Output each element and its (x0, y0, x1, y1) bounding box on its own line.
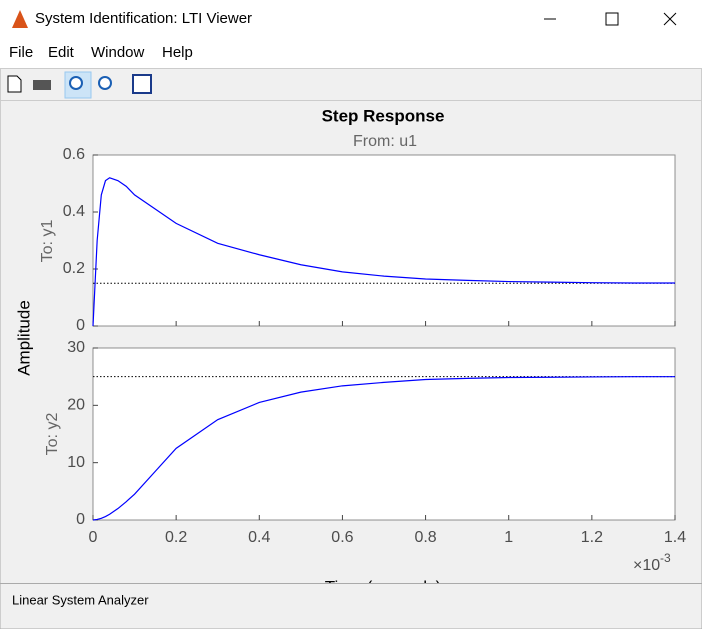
y-tick-label: 30 (67, 339, 85, 356)
x-tick-label: 0.8 (414, 529, 436, 546)
x-exponent: -3 (660, 551, 671, 565)
x-multiplier: ×10 (633, 557, 660, 574)
status-text: Linear System Analyzer (12, 592, 149, 607)
title-bar (0, 0, 702, 38)
menu-bar (0, 38, 702, 68)
response-line (92, 376, 675, 521)
app-icon (12, 10, 28, 28)
x-tick-label: 0.4 (248, 529, 270, 546)
y-tick-label: 20 (67, 397, 85, 414)
y-tick-label: 0.6 (63, 146, 85, 163)
menu-item[interactable]: Help (162, 44, 193, 61)
axes (92, 347, 676, 521)
y-tick-label: 10 (67, 454, 85, 471)
chart-title: Step Response (322, 106, 445, 125)
legend-icon[interactable] (132, 74, 152, 94)
close-button[interactable] (663, 12, 677, 26)
y-tick-label: 0 (76, 511, 85, 528)
menu-item[interactable]: File (9, 44, 33, 61)
new-icon[interactable] (7, 75, 22, 93)
x-tick-label: 1 (504, 529, 513, 546)
zoom-out-icon[interactable] (98, 76, 112, 90)
menu-item[interactable]: Window (91, 44, 145, 61)
plots: 0 0.2 0.4 0.6 0 10 20 30 0 0.2 0.4 0.6 0.8 1 1.2 1.4 (63, 146, 686, 546)
x-tick-label: 0.6 (331, 529, 353, 546)
print-icon[interactable] (33, 80, 51, 90)
x-tick-label: 1.4 (664, 529, 686, 546)
response-line (92, 177, 675, 327)
x-tick-label: 0 (89, 529, 98, 546)
window-title: System Identification: LTI Viewer (35, 10, 252, 27)
panel-label: To: y1 (39, 220, 56, 263)
y-tick-label: 0 (76, 317, 85, 334)
status-bar (1, 583, 701, 628)
maximize-button[interactable] (605, 12, 619, 26)
panel-label: To: y2 (44, 413, 61, 456)
axes (92, 154, 676, 327)
zoom-in-icon (69, 76, 83, 90)
menu-item[interactable]: Edit (48, 44, 75, 61)
y-tick-label: 0.2 (63, 260, 85, 277)
chart-subtitle: From: u1 (353, 133, 417, 150)
x-tick-label: 1.2 (581, 529, 603, 546)
x-tick-label: 0.2 (165, 529, 187, 546)
y-axis-label: Amplitude (14, 300, 33, 376)
y-tick-label: 0.4 (63, 203, 85, 220)
